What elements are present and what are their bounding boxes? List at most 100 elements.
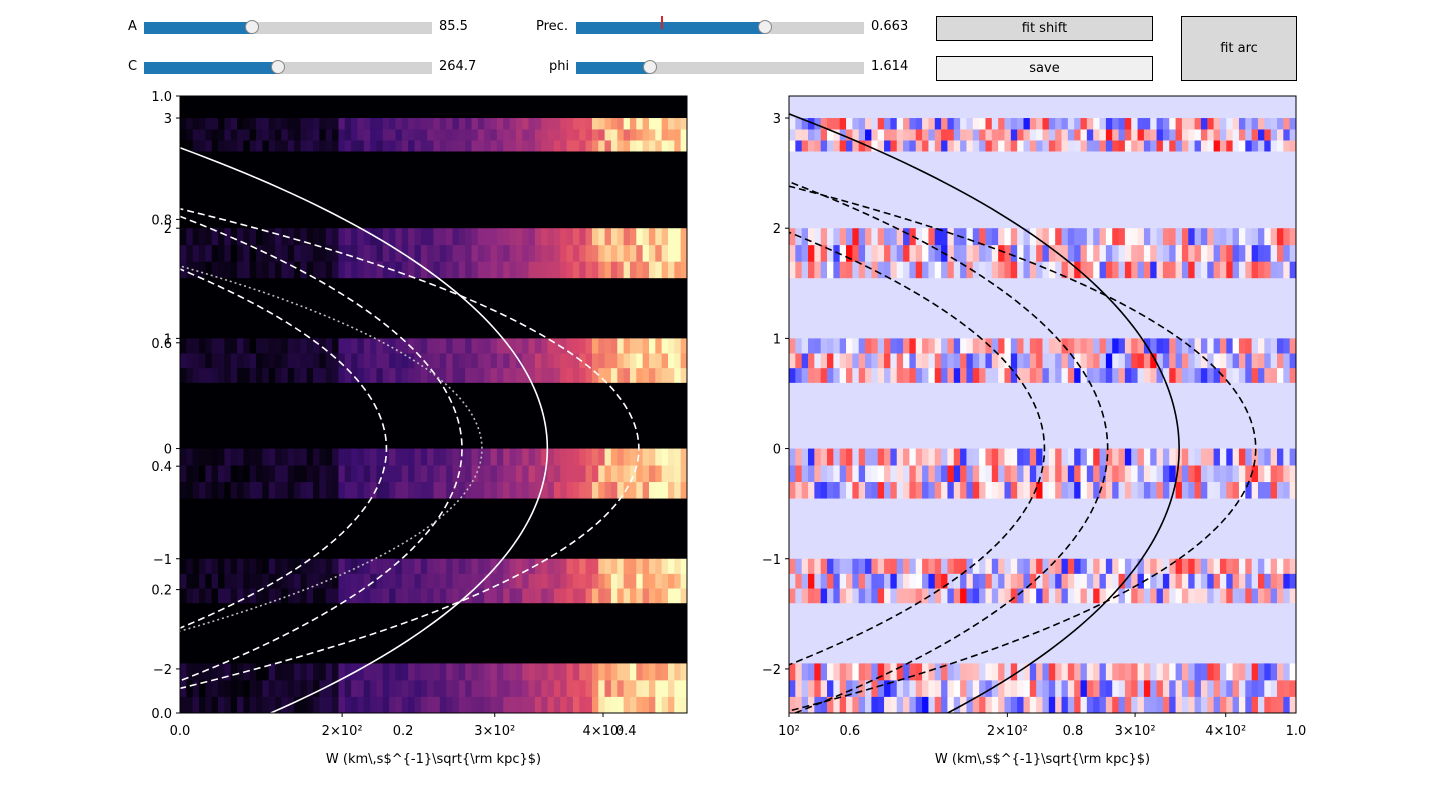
heatmap-cell: [477, 244, 485, 262]
heatmap-cell: [1276, 228, 1284, 246]
heatmap-cell: [979, 338, 987, 354]
heatmap-cell: [389, 679, 397, 697]
heatmap-cell: [180, 679, 187, 697]
heatmap-cell: [947, 129, 955, 141]
heatmap-cell: [636, 244, 644, 262]
slider-prec-track[interactable]: [576, 16, 864, 34]
heatmap-cell: [509, 118, 517, 130]
heatmap-cell: [332, 558, 340, 574]
heatmap-cell: [1118, 481, 1126, 499]
heatmap-cell: [972, 465, 980, 483]
heatmap-cell: [827, 140, 834, 152]
heatmap-cell: [941, 588, 949, 604]
heatmap-cell: [1131, 465, 1139, 483]
heatmap-cell: [852, 367, 860, 383]
heatmap-cell: [808, 338, 815, 354]
heatmap-cell: [180, 228, 187, 246]
heatmap-cell: [1169, 118, 1177, 130]
fit-arc-button[interactable]: fit arc: [1181, 16, 1297, 81]
heatmap-cell: [534, 679, 542, 697]
heatmap-cell: [1251, 696, 1259, 713]
heatmap-cell: [395, 573, 403, 589]
heatmap-cell: [1061, 696, 1069, 713]
heatmap-cell: [1067, 118, 1075, 130]
heatmap-cell: [1055, 118, 1063, 130]
heatmap-cell: [680, 353, 687, 369]
heatmap-cell: [827, 338, 834, 354]
arc-curve-dashed: [789, 231, 1046, 666]
heatmap-cell: [985, 465, 993, 483]
heatmap-cell: [1029, 338, 1037, 354]
heatmap-cell: [1010, 261, 1018, 279]
heatmap-cell: [477, 129, 485, 141]
heatmap-cell: [243, 448, 251, 466]
heatmap-cell: [953, 118, 961, 130]
heatmap-cell: [623, 338, 631, 354]
heatmap-cell: [363, 465, 371, 483]
slider-phi-knob[interactable]: [642, 60, 657, 74]
heatmap-cell: [852, 118, 860, 130]
heatmap-cell: [808, 118, 815, 130]
heatmap-cell: [591, 465, 599, 483]
heatmap-cell: [572, 663, 580, 681]
slider-c-track[interactable]: [144, 60, 432, 74]
heatmap-cell: [1036, 663, 1044, 681]
heatmap-cell: [439, 696, 447, 713]
heatmap-cell: [1175, 140, 1183, 152]
heatmap-cell: [1238, 481, 1246, 499]
heatmap-cell: [1257, 696, 1265, 713]
heatmap-cell: [186, 481, 194, 499]
heatmap-cell: [1156, 465, 1164, 483]
heatmap-cell: [427, 140, 435, 152]
heatmap-cell: [218, 663, 225, 681]
heatmap-cell: [789, 573, 796, 589]
save-button[interactable]: save: [936, 56, 1153, 81]
heatmap-cell: [1175, 353, 1183, 369]
heatmap-cell: [928, 367, 936, 383]
heatmap-cell: [1105, 558, 1113, 574]
slider-c-knob[interactable]: [271, 60, 286, 74]
heatmap-cell: [1200, 588, 1208, 604]
heatmap-cell: [186, 696, 194, 713]
fit-shift-button[interactable]: fit shift: [936, 16, 1153, 41]
heatmap-cell: [211, 448, 219, 466]
heatmap-cell: [890, 573, 898, 589]
heatmap-cell: [1175, 679, 1183, 697]
heatmap-cell: [1264, 353, 1272, 369]
heatmap-cell: [1093, 228, 1101, 246]
heatmap-cell: [1188, 118, 1196, 130]
heatmap-cell: [1289, 481, 1296, 499]
heatmap-cell: [642, 481, 650, 499]
heatmap-cell: [896, 244, 904, 262]
heatmap-cell: [1143, 588, 1151, 604]
heatmap-cell: [604, 353, 612, 369]
heatmap-cell: [1042, 696, 1050, 713]
heatmap-cell: [1251, 353, 1259, 369]
heatmap-cell: [947, 558, 955, 574]
heatmap-cell: [1150, 448, 1158, 466]
slider-phi-track[interactable]: [576, 60, 864, 74]
slider-prec-knob[interactable]: [758, 20, 773, 34]
heatmap-cell: [1112, 679, 1120, 697]
heatmap-cell: [661, 696, 669, 713]
slider-a-track[interactable]: [144, 20, 432, 34]
heatmap-cell: [458, 679, 466, 697]
heatmap-cell: [1245, 465, 1253, 483]
heatmap-cell: [465, 448, 473, 466]
heatmap-cell: [458, 558, 466, 574]
heatmap-cell: [1257, 465, 1265, 483]
heatmap-cell: [934, 679, 942, 697]
heatmap-cell: [439, 353, 447, 369]
heatmap-cell: [572, 228, 580, 246]
heatmap-cell: [547, 481, 555, 499]
heatmap-cell: [357, 228, 365, 246]
heatmap-cell: [801, 353, 809, 369]
heatmap-cell: [224, 558, 232, 574]
heatmap-cell: [509, 481, 517, 499]
heatmap-cell: [1194, 679, 1202, 697]
slider-prec-initial-marker: [661, 16, 664, 29]
heatmap-cell: [1048, 338, 1056, 354]
slider-a-knob[interactable]: [245, 20, 260, 34]
heatmap-cell: [427, 481, 435, 499]
heatmap-cell: [1276, 448, 1284, 466]
